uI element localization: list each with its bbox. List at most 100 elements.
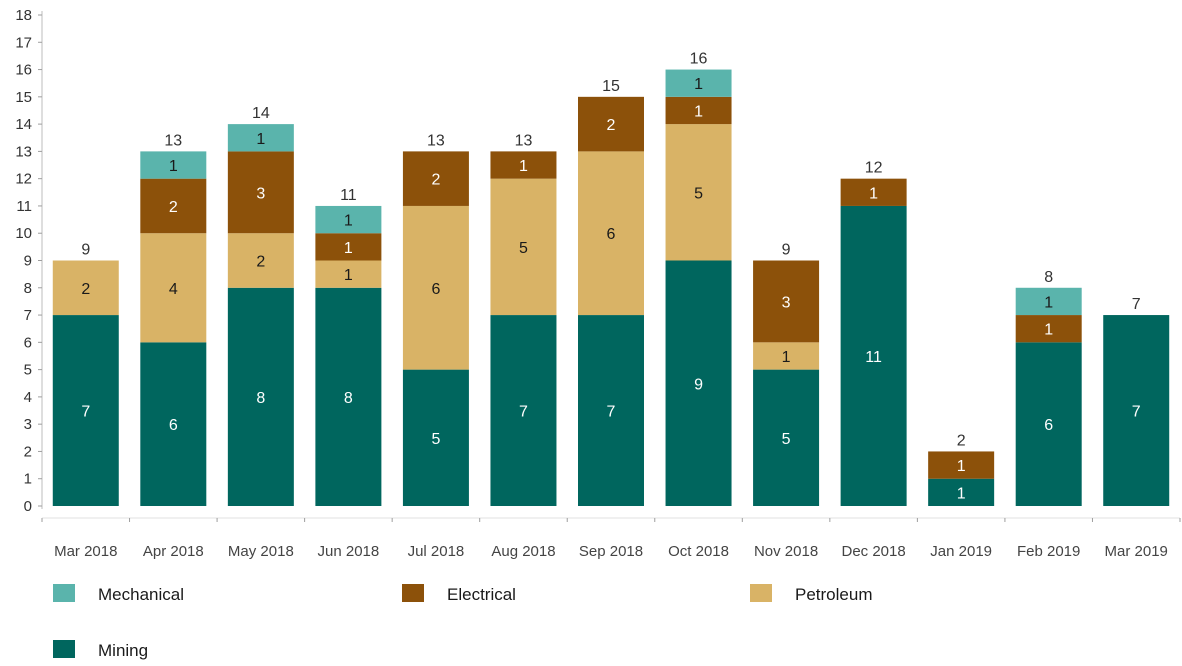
legend-label: Mechanical <box>98 585 184 604</box>
y-tick-label: 6 <box>24 334 32 351</box>
bar-stack: 77 <box>1103 296 1170 506</box>
y-tick-label: 15 <box>15 89 32 106</box>
bar-value-label: 2 <box>81 281 90 298</box>
legend-item-mechanical: Mechanical <box>53 584 184 604</box>
bar-segment-petroleum <box>315 260 382 288</box>
y-tick-label: 14 <box>15 116 32 133</box>
bar-total-label: 8 <box>1044 269 1053 286</box>
bar-segment-electrical <box>140 178 207 234</box>
bar-value-label: 6 <box>607 226 616 243</box>
bar-segment-electrical <box>315 233 382 261</box>
bar-stack: 5 6 2 13 <box>402 132 469 506</box>
y-tick-label: 11 <box>16 198 32 215</box>
bar-value-label: 5 <box>782 431 791 448</box>
bar-value-label: 9 <box>694 376 703 393</box>
y-tick-label: 10 <box>15 225 32 242</box>
bar-value-label: 1 <box>957 458 966 475</box>
bar-stack: 6 4 2 1 13 <box>140 132 207 506</box>
bar-value-label: 5 <box>519 240 528 257</box>
legend-item-electrical: Electrical <box>402 584 516 604</box>
bar-value-label: 5 <box>694 185 703 202</box>
bar-segment-mining <box>928 478 995 506</box>
y-tick-label: 18 <box>15 7 32 24</box>
legend-item-mining: Mining <box>53 640 148 660</box>
legend: Mechanical Electrical Petroleum Mining <box>53 584 872 660</box>
x-tick-label: May 2018 <box>228 543 294 560</box>
bar-value-label: 3 <box>782 294 791 311</box>
bar-segment-mechanical <box>1015 287 1082 316</box>
y-tick-label: 17 <box>15 34 32 51</box>
bar-value-label: 1 <box>519 158 528 175</box>
bar-total-label: 14 <box>252 105 270 122</box>
x-tick-label: Oct 2018 <box>668 543 729 560</box>
bar-segment-mining <box>753 369 820 506</box>
bar-segment-mining <box>578 315 644 506</box>
bar-segment-electrical <box>928 451 995 479</box>
bar-segment-electrical <box>227 151 294 234</box>
bar-segment-petroleum <box>578 151 644 316</box>
bar-value-label: 1 <box>957 485 966 502</box>
bar-value-label: 1 <box>344 240 353 257</box>
y-tick-label: 8 <box>24 280 32 297</box>
bar-total-label: 13 <box>515 132 533 149</box>
bar-segment-mining <box>1103 315 1170 506</box>
bar-value-label: 6 <box>1044 417 1053 434</box>
bar-segment-petroleum <box>140 233 207 343</box>
bar-value-label: 1 <box>256 131 265 148</box>
y-tick-label: 1 <box>24 471 32 488</box>
legend-label: Electrical <box>447 585 516 604</box>
bar-segment-mining <box>315 287 382 506</box>
bar-segment-mechanical <box>140 151 207 179</box>
bar-value-label: 7 <box>1132 404 1141 421</box>
bar-value-label: 2 <box>256 254 265 271</box>
x-tick-label: Feb 2019 <box>1017 543 1080 560</box>
bar-value-label: 4 <box>169 281 178 298</box>
bar-stack: 7 2 9 <box>52 242 119 506</box>
x-tick-label: Mar 2018 <box>54 543 117 560</box>
bar-value-label: 8 <box>256 390 265 407</box>
x-tick-label: Mar 2019 <box>1105 543 1168 560</box>
bar-value-label: 1 <box>1044 322 1053 339</box>
bar-value-label: 6 <box>431 281 440 298</box>
bar-segment-mechanical <box>665 69 732 97</box>
bar-value-label: 3 <box>256 185 265 202</box>
y-tick-label: 13 <box>15 143 32 160</box>
bar-value-label: 2 <box>431 172 440 189</box>
bar-value-label: 1 <box>694 103 703 120</box>
bar-segment-petroleum <box>490 178 557 316</box>
bar-segment-mining <box>52 315 119 506</box>
bar-total-label: 13 <box>427 132 445 149</box>
bar-segment-mining <box>490 315 557 506</box>
legend-swatch <box>53 584 75 602</box>
x-tick-label: Apr 2018 <box>143 543 204 560</box>
bar-stack: 5 1 3 9 <box>753 242 820 506</box>
bar-total-label: 13 <box>164 132 182 149</box>
y-tick-label: 2 <box>24 443 32 460</box>
bar-value-label: 8 <box>344 390 353 407</box>
bar-value-label: 2 <box>607 117 616 134</box>
bar-segment-mechanical <box>315 205 382 234</box>
bar-segment-petroleum <box>665 124 732 261</box>
bar-total-label: 12 <box>865 160 883 177</box>
y-tick-label: 5 <box>24 362 32 379</box>
legend-label: Petroleum <box>795 585 872 604</box>
bar-value-label: 1 <box>694 76 703 93</box>
x-tick-label: Jul 2018 <box>408 543 465 560</box>
bar-value-label: 1 <box>782 349 791 366</box>
bar-stack: 1 1 2 <box>928 432 995 506</box>
legend-swatch <box>53 640 75 658</box>
x-tick-label: Jan 2019 <box>930 543 992 560</box>
y-tick-label: 3 <box>24 416 32 433</box>
x-axis: Mar 2018 Apr 2018 May 2018 Jun 2018 Jul 2018… <box>41 517 1181 560</box>
bar-segment-petroleum <box>753 342 820 370</box>
legend-item-petroleum: Petroleum <box>750 584 872 604</box>
bar-value-label: 1 <box>1044 294 1053 311</box>
x-tick-label: Jun 2018 <box>318 543 380 560</box>
legend-swatch <box>402 584 424 602</box>
bar-segment-electrical <box>402 151 469 206</box>
bar-segment-mining <box>665 260 732 506</box>
bar-segment-electrical <box>1015 315 1082 343</box>
